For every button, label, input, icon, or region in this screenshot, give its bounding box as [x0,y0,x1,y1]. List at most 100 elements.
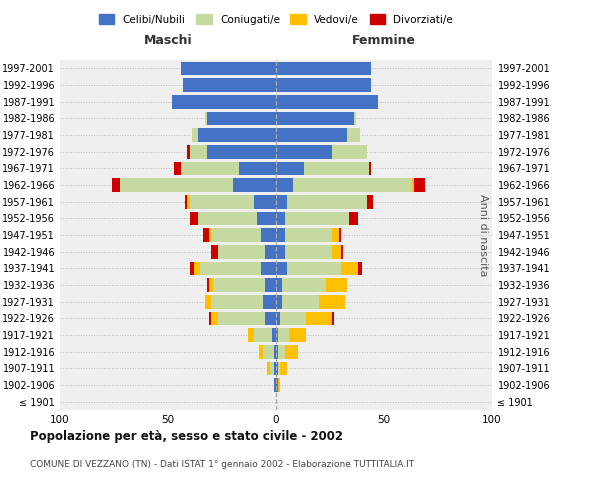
Bar [276,312,280,325]
Bar [272,328,276,342]
Bar [261,228,276,242]
Bar [276,62,371,75]
Bar [269,362,274,375]
Bar [209,228,211,242]
Bar [209,312,211,325]
Bar [284,228,332,242]
Bar [198,212,257,225]
Bar [276,245,284,258]
Bar [276,78,371,92]
Bar [121,178,233,192]
Bar [278,362,280,375]
Bar [181,162,239,175]
Bar [185,195,187,208]
Bar [278,345,284,358]
Bar [198,128,276,142]
Bar [319,295,345,308]
Bar [280,312,306,325]
Bar [369,162,371,175]
Bar [274,362,276,375]
Bar [254,195,276,208]
Bar [276,278,283,292]
Bar [268,362,269,375]
Bar [414,178,425,192]
Bar [274,345,276,358]
Bar [190,212,198,225]
Text: Maschi: Maschi [143,34,193,46]
Bar [283,278,326,292]
Bar [289,328,306,342]
Bar [112,178,121,192]
Bar [326,278,347,292]
Bar [278,378,280,392]
Bar [190,262,194,275]
Text: Femmine: Femmine [352,34,416,46]
Y-axis label: Anni di nascita: Anni di nascita [478,194,488,276]
Bar [276,228,284,242]
Bar [341,262,358,275]
Bar [218,312,265,325]
Legend: Celibi/Nubili, Coniugati/e, Vedovi/e, Divorziati/e: Celibi/Nubili, Coniugati/e, Vedovi/e, Di… [95,10,457,29]
Bar [276,112,354,125]
Bar [274,378,276,392]
Bar [187,145,190,158]
Bar [211,295,263,308]
Bar [332,245,341,258]
Bar [175,162,181,175]
Bar [172,95,276,108]
Bar [209,278,214,292]
Bar [332,145,367,158]
Bar [187,195,190,208]
Bar [276,95,377,108]
Bar [207,278,209,292]
Bar [367,195,373,208]
Bar [278,328,289,342]
Bar [276,145,332,158]
Bar [276,345,278,358]
Bar [276,328,278,342]
Bar [284,212,349,225]
Bar [265,278,276,292]
Bar [332,312,334,325]
Bar [358,262,362,275]
Bar [194,262,200,275]
Bar [211,245,218,258]
Bar [276,262,287,275]
Bar [276,128,347,142]
Text: COMUNE DI VEZZANO (TN) - Dati ISTAT 1° gennaio 2002 - Elaborazione TUTTITALIA.IT: COMUNE DI VEZZANO (TN) - Dati ISTAT 1° g… [30,460,414,469]
Bar [263,345,274,358]
Bar [265,245,276,258]
Bar [306,312,332,325]
Bar [263,295,276,308]
Bar [265,312,276,325]
Bar [259,345,263,358]
Bar [280,362,287,375]
Bar [248,328,254,342]
Bar [214,278,265,292]
Bar [347,128,360,142]
Bar [181,62,276,75]
Bar [293,178,412,192]
Bar [332,228,338,242]
Bar [304,162,369,175]
Bar [284,245,332,258]
Bar [276,378,278,392]
Bar [276,295,283,308]
Bar [257,212,276,225]
Bar [283,295,319,308]
Bar [276,178,293,192]
Bar [276,195,287,208]
Bar [261,262,276,275]
Bar [287,262,341,275]
Bar [284,345,298,358]
Bar [190,195,254,208]
Bar [354,112,356,125]
Bar [192,128,198,142]
Bar [218,245,265,258]
Bar [287,195,367,208]
Bar [203,228,209,242]
Bar [200,262,261,275]
Bar [211,228,261,242]
Bar [341,245,343,258]
Bar [349,212,358,225]
